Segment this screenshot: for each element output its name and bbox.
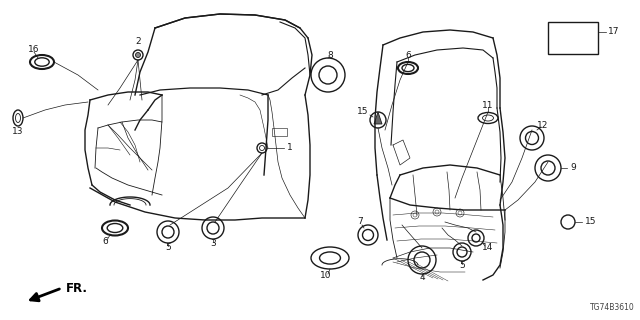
Text: 15: 15 (585, 218, 596, 227)
Text: 6: 6 (102, 237, 108, 246)
Text: 12: 12 (538, 121, 548, 130)
Bar (272, 128, 287, 136)
Text: 15: 15 (357, 108, 369, 116)
Text: 17: 17 (608, 28, 620, 36)
Text: 2: 2 (135, 37, 141, 46)
Text: 5: 5 (165, 244, 171, 252)
Text: 16: 16 (28, 45, 40, 54)
Text: 1: 1 (287, 143, 293, 153)
Text: TG74B3610: TG74B3610 (590, 303, 635, 312)
Text: 11: 11 (483, 100, 493, 109)
Text: 3: 3 (210, 239, 216, 249)
Text: 9: 9 (570, 164, 576, 172)
Bar (548, 22, 598, 54)
Text: 5: 5 (459, 261, 465, 270)
Text: 4: 4 (419, 274, 425, 283)
Text: 6: 6 (405, 51, 411, 60)
Text: 10: 10 (320, 271, 332, 281)
Circle shape (136, 52, 141, 58)
Text: 13: 13 (12, 127, 24, 137)
Text: 7: 7 (357, 218, 363, 227)
Text: 14: 14 (483, 244, 493, 252)
Text: FR.: FR. (66, 282, 88, 294)
Polygon shape (374, 112, 382, 124)
Text: 8: 8 (327, 51, 333, 60)
